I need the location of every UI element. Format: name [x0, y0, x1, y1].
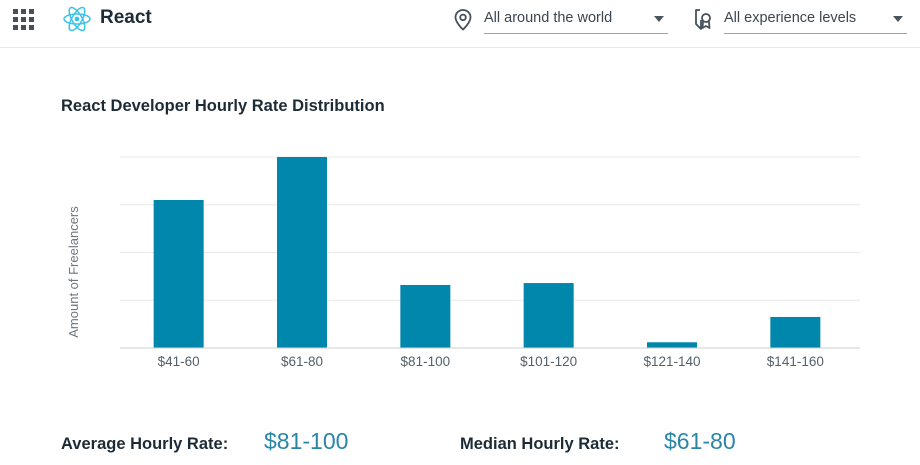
bar-141-160[interactable] — [770, 316, 821, 348]
x-tick-label: $141-160 — [767, 354, 824, 369]
bar-121-140[interactable] — [647, 342, 697, 348]
bars — [153, 157, 821, 348]
location-filter-value: All around the world — [484, 10, 613, 26]
react-atom-icon — [63, 6, 91, 32]
gridlines — [120, 156, 860, 301]
location-filter-select[interactable]: All around the world — [484, 6, 668, 34]
chevron-down-icon — [654, 16, 664, 22]
median-rate-value: $61-80 — [664, 428, 736, 454]
x-tick-label: $121-140 — [643, 354, 700, 369]
experience-filter-value: All experience levels — [724, 10, 857, 26]
bar-81-100[interactable] — [400, 284, 451, 348]
median-rate-label: Median Hourly Rate: — [460, 435, 620, 453]
x-tick-labels: $41-60 $61-80 $81-100 $101-120 $121-140 $141-… — [158, 354, 824, 369]
bar-61-80[interactable] — [277, 157, 327, 348]
bar-101-120[interactable] — [523, 283, 574, 348]
y-axis-label: Amount of Freelancers — [66, 206, 81, 338]
average-rate-value: $81-100 — [264, 428, 349, 454]
chevron-down-icon — [893, 16, 903, 22]
experience-filter-select[interactable]: All experience levels — [724, 6, 907, 34]
x-tick-label: $81-100 — [401, 354, 451, 369]
x-tick-label: $61-80 — [281, 354, 323, 369]
experience-badge-icon — [695, 9, 711, 30]
bar-41-60[interactable] — [153, 199, 204, 348]
app-title: React — [100, 7, 152, 28]
x-tick-label: $101-120 — [520, 354, 577, 369]
chart-title: React Developer Hourly Rate Distribution — [61, 97, 385, 115]
grid-apps-icon[interactable] — [13, 9, 34, 30]
location-pin-icon — [454, 9, 472, 31]
average-rate-label: Average Hourly Rate: — [61, 435, 229, 453]
top-bar: React All around the world All experienc… — [0, 0, 920, 48]
x-tick-label: $41-60 — [158, 354, 200, 369]
